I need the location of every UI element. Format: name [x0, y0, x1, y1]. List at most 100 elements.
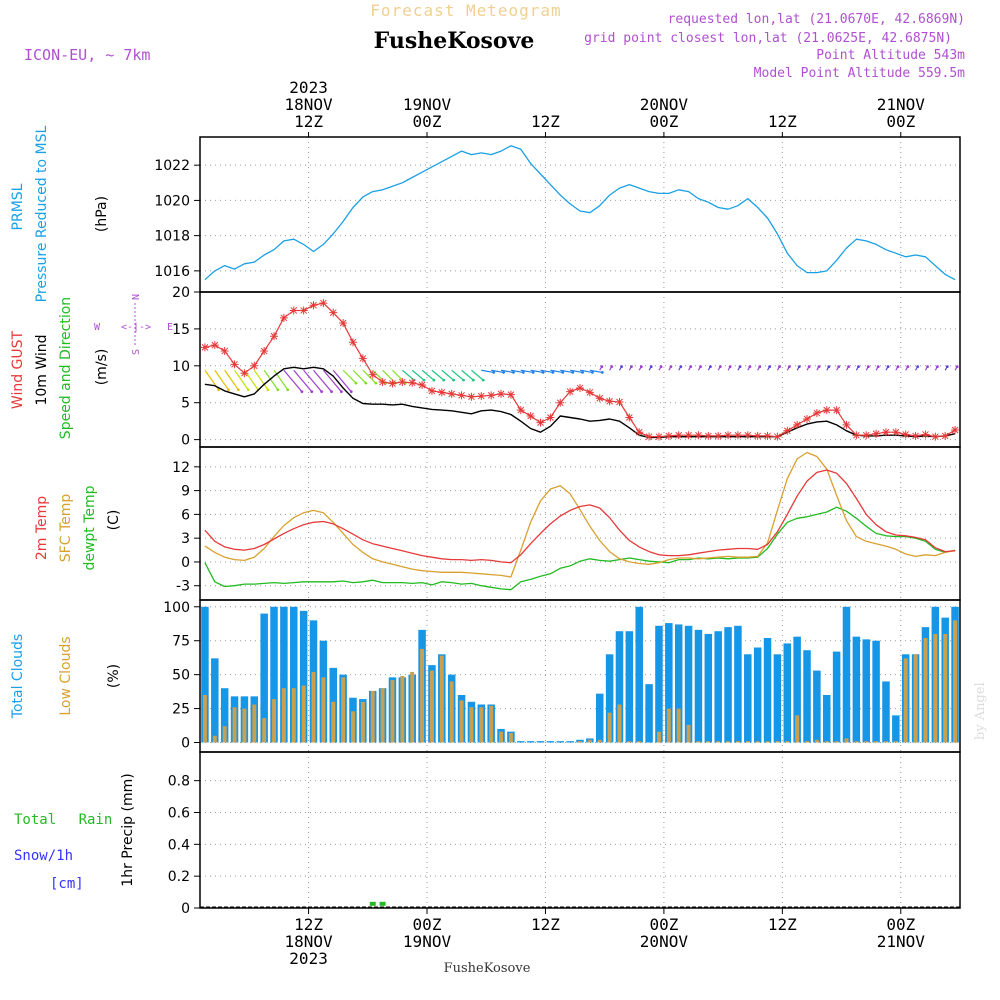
gust-marker	[447, 389, 456, 398]
gust-marker	[753, 431, 762, 440]
gust-marker	[615, 397, 624, 406]
wind-direction-arrow	[441, 369, 455, 381]
wind-direction-arrowhead	[600, 371, 604, 374]
total-cloud-bar	[546, 741, 555, 743]
wind-direction-arrowhead	[502, 371, 505, 374]
total-cloud-bar	[872, 640, 880, 743]
total-cloud-bar	[704, 633, 713, 743]
total-cloud-bar	[635, 606, 643, 743]
wind-direction-arrowhead	[787, 365, 791, 369]
low-cloud-bar	[272, 699, 276, 743]
pressure-ytick-label: 1016	[154, 264, 190, 280]
wind-direction-arrow	[313, 369, 332, 393]
sfc-temp-line	[204, 451, 956, 578]
t2m-title: 2m Temp	[34, 496, 50, 560]
location-title: FusheKosove	[374, 28, 535, 54]
total-cloud-bar	[517, 741, 525, 743]
gust-marker	[832, 406, 841, 415]
wind-direction-arrowhead	[492, 371, 496, 374]
compass-east: E	[167, 322, 173, 333]
wind-unit: (m/s)	[94, 349, 110, 386]
gust-marker	[901, 430, 910, 439]
wind-title: 10m Wind	[34, 334, 50, 405]
temp-ytick-label: 9	[181, 484, 190, 500]
gust-marker	[299, 306, 308, 315]
wind-direction-arrowhead	[374, 381, 378, 385]
low-cloud-bar	[785, 741, 790, 743]
gust-marker	[793, 420, 802, 429]
gust-marker	[368, 370, 377, 379]
dewpt-title: dewpt Temp	[82, 485, 98, 570]
gust-marker	[388, 379, 397, 388]
wind-direction-arrowhead	[827, 365, 831, 369]
pressure-ytick-label: 1020	[154, 193, 190, 209]
wind-direction-arrowhead	[945, 365, 949, 369]
gust-marker	[803, 414, 812, 423]
low-cloud-bar	[903, 658, 908, 743]
gust-marker	[674, 431, 683, 440]
total-cloud-bar	[576, 739, 584, 743]
footer-location: FusheKosove	[444, 961, 531, 976]
total-cloud-bar	[734, 625, 742, 743]
requested-coords: requested lon,lat (21.0670E, 42.6869N)	[668, 12, 965, 27]
gust-marker	[625, 413, 634, 422]
point-altitude: Point Altitude 543m	[816, 48, 965, 63]
gust-marker	[467, 392, 476, 401]
title-faded: Forecast Meteogram	[370, 1, 561, 20]
total-cloud-bar	[299, 610, 308, 743]
wind-direction-arrowhead	[286, 388, 290, 392]
low-cloud-bar	[874, 741, 879, 743]
wind-direction-arrowhead	[709, 365, 712, 369]
low-cloud-bar	[864, 741, 869, 743]
wind-direction-arrowhead	[926, 365, 929, 369]
low-cloud-bar	[301, 685, 306, 743]
low-cloud-bar	[854, 741, 859, 743]
pressure-ytick-label: 1022	[154, 158, 190, 174]
top-xtick-label: 20NOV	[640, 95, 689, 114]
low-cloud-bar	[696, 741, 701, 743]
frame-layer	[199, 136, 961, 909]
wind-direction-arrow	[273, 369, 289, 391]
total-cloud-bar	[803, 650, 811, 743]
pressure-frame	[199, 136, 961, 293]
gust-marker	[605, 397, 614, 406]
gust-marker	[526, 412, 535, 420]
rain-bar	[369, 901, 376, 906]
wind-direction-arrowhead	[936, 365, 939, 369]
low-cloud-bar	[913, 654, 918, 743]
gust-marker	[230, 360, 239, 369]
wind-direction-arrowhead	[906, 365, 910, 369]
wind-direction-arrow	[520, 369, 534, 374]
gust-marker	[822, 406, 831, 415]
gust-marker	[862, 431, 871, 440]
temp-ytick-label: 0	[181, 555, 190, 571]
total-cloud-bar	[783, 643, 792, 743]
wind-direction-arrowhead	[807, 365, 811, 369]
total-cloud-bar	[724, 627, 732, 743]
gust-marker	[645, 432, 654, 441]
clouds-ytick-label: 75	[172, 634, 190, 650]
low-cloud-bar	[400, 676, 405, 743]
wind-direction-arrow	[540, 369, 554, 374]
bottom-xtick-label: 19NOV	[403, 932, 452, 951]
wind-direction-arrowhead	[541, 371, 545, 374]
wind-direction-arrowhead	[512, 371, 515, 374]
wind-direction-arrow	[253, 369, 269, 391]
wind-direction-arrowhead	[571, 371, 575, 374]
low-cloud-bar	[331, 701, 336, 743]
low-cloud-bar	[370, 690, 375, 743]
wind-direction-arrowhead	[738, 365, 742, 369]
wind-ytick-label: 10	[172, 359, 190, 375]
bottom-xtick-label: 00Z	[886, 915, 915, 934]
low-cloud-bar	[834, 741, 839, 743]
low-cloud-bar	[824, 741, 829, 743]
wind-direction-arrow	[332, 369, 352, 393]
gust-marker	[743, 431, 752, 440]
gust-marker	[348, 338, 357, 347]
top-xtick-label: 12Z	[768, 112, 797, 131]
rain-bar	[379, 901, 386, 906]
wind-direction-arrow	[431, 369, 445, 381]
data-layer	[200, 145, 960, 908]
clouds-ytick-label: 25	[172, 702, 190, 718]
gust-marker	[684, 431, 693, 440]
